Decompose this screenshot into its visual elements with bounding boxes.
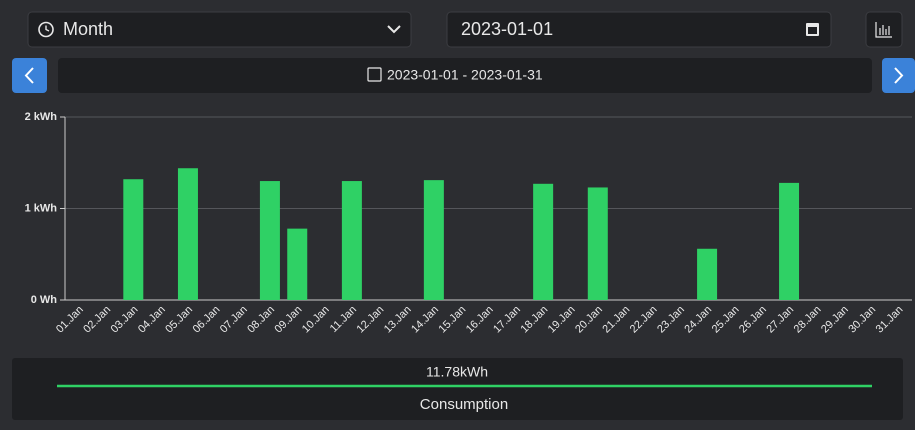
summary-total: 11.78kWh bbox=[426, 364, 488, 380]
chart-icon bbox=[875, 22, 892, 38]
y-tick-label: 0 Wh bbox=[31, 294, 58, 306]
y-tick-label: 1 kWh bbox=[25, 202, 58, 214]
date-label: 2023-01-01 bbox=[461, 19, 553, 39]
chevron bbox=[387, 25, 401, 34]
prev-arrow bbox=[24, 67, 34, 84]
chart-button[interactable] bbox=[865, 11, 903, 48]
bar bbox=[423, 180, 444, 300]
bar bbox=[259, 181, 280, 300]
calendar-icon-inner bbox=[808, 27, 817, 34]
next-arrow bbox=[894, 67, 904, 84]
range-label: 2023-01-01 - 2023-01-31 bbox=[387, 67, 543, 83]
bar bbox=[779, 182, 800, 300]
bar bbox=[341, 181, 362, 300]
clock-icon bbox=[38, 21, 54, 38]
summary-label: Consumption bbox=[420, 396, 508, 413]
prev-button[interactable] bbox=[12, 58, 47, 93]
period-select[interactable] bbox=[27, 11, 412, 48]
bar bbox=[177, 168, 198, 300]
date-input[interactable] bbox=[446, 11, 832, 48]
range-bar bbox=[58, 58, 872, 93]
bar bbox=[533, 183, 554, 300]
y-tick-label: 2 kWh bbox=[25, 111, 58, 123]
bar bbox=[287, 228, 308, 300]
summary-panel bbox=[12, 358, 903, 420]
bar bbox=[587, 187, 608, 300]
next-button[interactable] bbox=[882, 58, 915, 93]
period-label: Month bbox=[63, 19, 113, 39]
clock-hands bbox=[45, 25, 50, 32]
bar bbox=[697, 248, 718, 300]
bar bbox=[123, 179, 144, 300]
range-calendar-icon bbox=[367, 67, 382, 82]
